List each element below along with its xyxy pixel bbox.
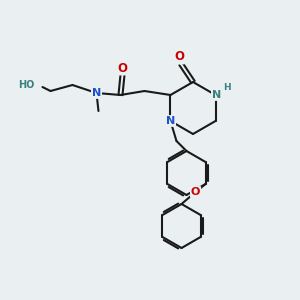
Text: N: N [212,90,221,100]
Text: O: O [191,187,200,197]
Text: O: O [118,61,128,74]
Text: H: H [223,82,230,91]
Text: N: N [166,116,175,126]
Text: HO: HO [18,80,34,90]
Text: N: N [92,88,101,98]
Text: O: O [174,50,184,64]
